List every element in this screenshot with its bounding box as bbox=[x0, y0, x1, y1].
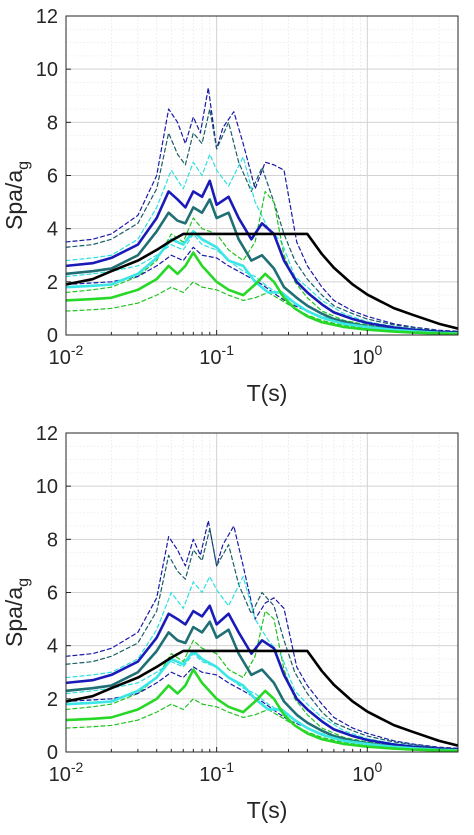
chart-0-y-tick-label: 6 bbox=[47, 166, 58, 188]
chart-0-x-tick-label: 10-2 bbox=[49, 342, 84, 369]
chart-1-y-tick-label: 0 bbox=[47, 742, 58, 764]
chart-1-series-11-line bbox=[66, 649, 458, 747]
chart-0-y-tick-label: 2 bbox=[47, 272, 58, 294]
chart-1-y-axis-label: Spa/ag bbox=[1, 578, 32, 647]
chart-1-x-axis-label: T(s) bbox=[247, 797, 288, 823]
chart-1-x-tick-label: 10-2 bbox=[49, 759, 84, 786]
chart-1-series-0-line bbox=[66, 520, 458, 749]
chart-0-series-3-line bbox=[66, 190, 458, 334]
chart-1-y-tick-label: 10 bbox=[36, 476, 58, 498]
chart-1-y-tick-label: 12 bbox=[36, 423, 58, 445]
chart-0-series-9-line bbox=[66, 230, 458, 335]
chart-0-series-11-line bbox=[66, 232, 458, 330]
chart-1-y-tick-label: 6 bbox=[47, 583, 58, 605]
top-spectra-chart: 0 2 4 6 8 10 12 10-2 10-1 100 T(s) Spa/ag bbox=[1, 6, 459, 406]
chart-1-x-tick-label: 100 bbox=[352, 759, 382, 786]
chart-1-y-tick-label: 4 bbox=[47, 636, 58, 658]
chart-1-series-group bbox=[66, 520, 458, 752]
chart-0-y-axis-label: Spa/ag bbox=[1, 161, 32, 230]
chart-0-series-1-line bbox=[66, 108, 458, 333]
chart-0-series-group bbox=[66, 87, 458, 335]
chart-0-y-tick-label: 8 bbox=[47, 112, 58, 134]
chart-1-y-tick-label: 8 bbox=[47, 529, 58, 551]
chart-0-series-10-line bbox=[66, 251, 458, 335]
chart-0-x-tick-label: 100 bbox=[352, 342, 382, 369]
chart-0-y-tick-label: 0 bbox=[47, 325, 58, 347]
chart-1-y-tick-label: 2 bbox=[47, 689, 58, 711]
chart-1-x-tick-label: 10-1 bbox=[199, 759, 234, 786]
chart-1-series-10-line bbox=[66, 668, 458, 752]
chart-0-x-tick-label: 10-1 bbox=[199, 342, 234, 369]
chart-1-series-1-line bbox=[66, 528, 458, 750]
chart-0-y-tick-label: 4 bbox=[47, 219, 58, 241]
chart-0-y-tick-label: 10 bbox=[36, 59, 58, 81]
bottom-spectra-chart: 0 2 4 6 8 10 12 10-2 10-1 100 T(s) Spa/ag bbox=[1, 423, 459, 823]
chart-1-series-9-line bbox=[66, 649, 458, 752]
chart-0-x-axis-label: T(s) bbox=[247, 380, 288, 406]
chart-1-series-7-line bbox=[66, 604, 458, 751]
chart-0-y-tick-label: 12 bbox=[36, 6, 58, 28]
chart-0-series-0-line bbox=[66, 87, 458, 332]
chart-0-series-7-line bbox=[66, 179, 458, 334]
